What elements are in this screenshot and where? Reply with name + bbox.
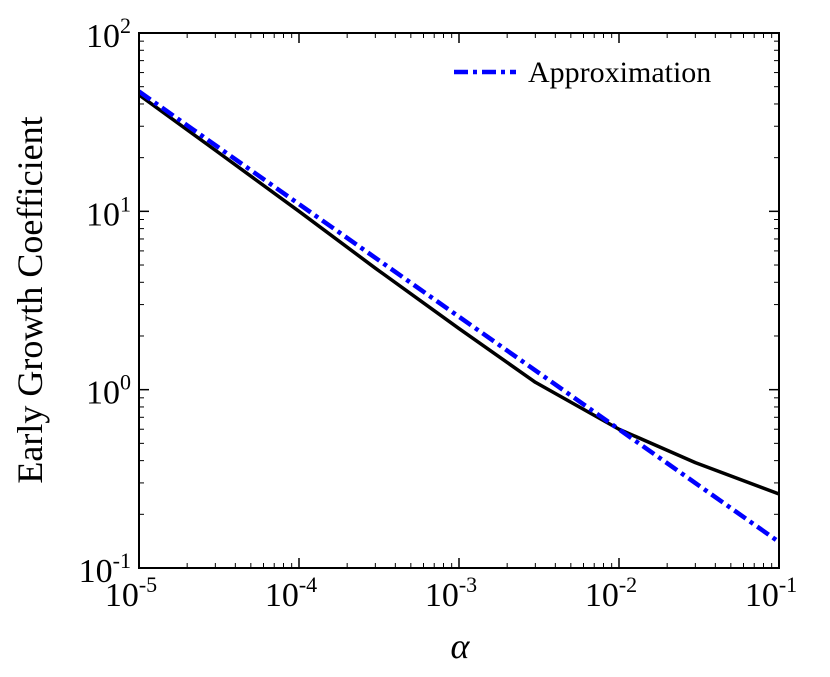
x-tick-label: 10-3 <box>425 572 477 614</box>
series-line-approximation <box>139 89 779 544</box>
x-tick-label: 10-4 <box>265 572 317 614</box>
axes-frame <box>138 32 780 569</box>
y-tick-label: 101 <box>86 191 131 233</box>
y-tick-label: 100 <box>86 370 131 412</box>
x-axis-ticks: 10-5 10-4 10-3 10-2 10-1 <box>105 33 797 614</box>
axes-border <box>138 32 780 569</box>
y-tick-label: 10-1 <box>79 548 131 590</box>
x-tick-label: 10-2 <box>585 572 637 614</box>
y-axis-label: Early Growth Coefficient <box>10 116 50 483</box>
legend: Approximation <box>454 56 711 89</box>
y-axis-ticks: 10-1 100 101 102 <box>79 13 779 590</box>
plot-area <box>139 89 779 544</box>
series-line-series-1 <box>139 93 779 496</box>
x-axis-label: α <box>451 626 471 666</box>
y-tick-label: 102 <box>86 13 131 55</box>
x-tick-label: 10-1 <box>745 572 797 614</box>
legend-label: Approximation <box>528 56 711 89</box>
x-tick-label: 10-5 <box>105 572 157 614</box>
